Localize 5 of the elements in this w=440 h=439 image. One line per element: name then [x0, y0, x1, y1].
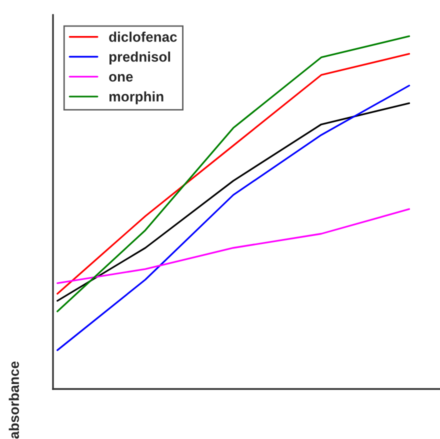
legend-label: prednisol	[109, 52, 170, 65]
legend-label: diclofenac	[109, 32, 177, 42]
legend-label: morphin	[109, 91, 164, 104]
y-axis-title: absorbance	[8, 362, 19, 439]
legend-label: one	[109, 74, 133, 82]
